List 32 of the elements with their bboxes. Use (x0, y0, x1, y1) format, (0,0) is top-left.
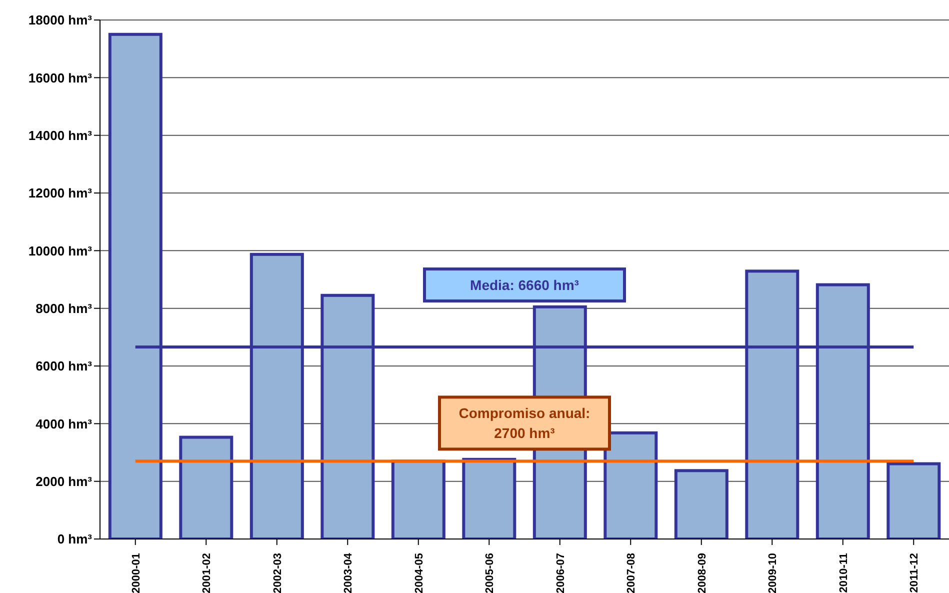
x-tick-label: 2007-08 (626, 553, 638, 593)
y-tick-label: 16000 hm³ (28, 70, 93, 86)
x-tick-label: 2000-01 (130, 553, 142, 593)
x-tick-label: 2001-02 (201, 553, 214, 593)
x-tick-label: 2006-07 (554, 553, 567, 593)
y-tick-label: 6000 hm³ (36, 358, 93, 374)
bar (674, 469, 728, 539)
bar (391, 460, 446, 539)
y-tick-label: 2000 hm³ (36, 474, 93, 489)
x-tick-label: 2005-06 (484, 553, 496, 593)
y-tick-label: 18000 hm³ (28, 12, 93, 28)
x-tick-label: 2010-11 (838, 553, 850, 593)
y-tick-label: 12000 hm³ (28, 186, 93, 201)
x-tick-label: 2011-12 (908, 553, 921, 593)
y-tick-label: 4000 hm³ (36, 416, 93, 432)
y-tick-label: 14000 hm³ (28, 128, 93, 143)
x-tick-label: 2008-09 (696, 553, 708, 593)
bar (604, 431, 658, 539)
ref-line-label: Media: 6660 hm³ (470, 276, 580, 293)
y-tick-label: 0 hm³ (57, 532, 93, 547)
label-box: Media: 6660 hm³ (423, 267, 626, 302)
label-box: Compromiso anual: 2700 hm³ (438, 396, 611, 451)
y-tick-label: 8000 hm³ (36, 300, 93, 316)
bar (462, 458, 516, 539)
x-tick-label: 2004-05 (413, 553, 426, 593)
bar (179, 436, 234, 539)
x-tick-label: 2009-10 (767, 553, 780, 593)
ref-line-label: Compromiso anual: 2700 hm³ (458, 405, 590, 442)
x-tick-label: 2003-04 (342, 552, 355, 593)
x-tick-label: 2002-03 (272, 553, 284, 593)
y-tick-label: 10000 hm³ (28, 243, 93, 258)
bar (886, 462, 941, 539)
